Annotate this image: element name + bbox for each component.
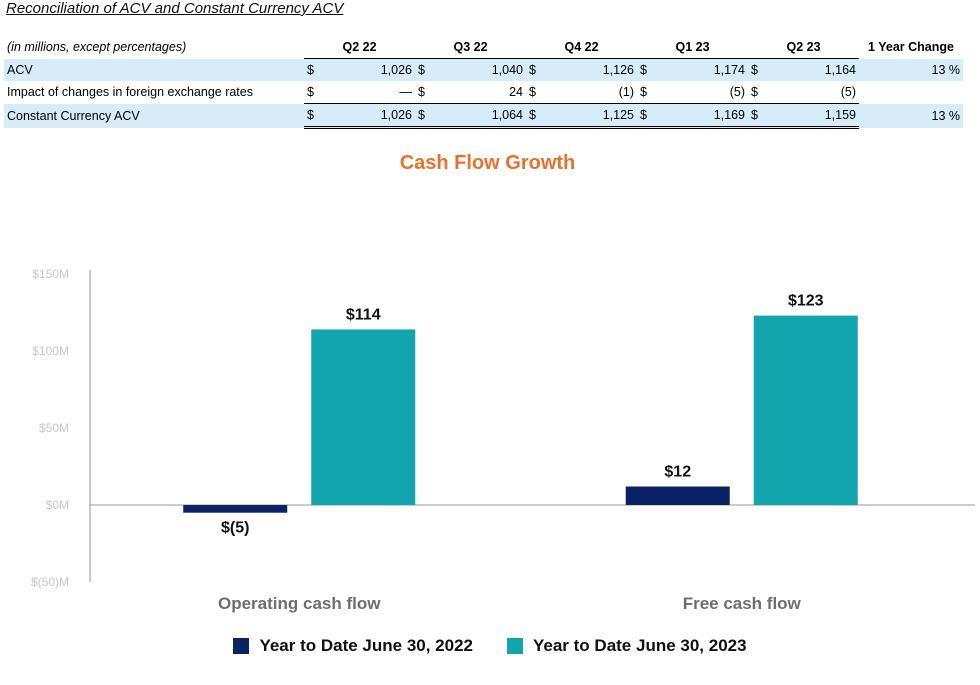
currency-symbol: $	[748, 58, 764, 81]
table-cell: (1)	[618, 85, 634, 99]
table-cell: 1,026	[320, 103, 415, 129]
bar	[625, 486, 730, 505]
table-row-fx-impact: Impact of changes in foreign exchange ra…	[4, 81, 963, 104]
data-label: $114	[346, 306, 381, 323]
currency-symbol: $	[415, 103, 431, 129]
row-label: ACV	[4, 58, 304, 81]
legend-item-2023: Year to Date June 30, 2023	[507, 636, 747, 656]
table-header-row: (in millions, except percentages) Q2 22 …	[4, 36, 963, 59]
table-cell: 1,174	[653, 58, 748, 81]
change-cell: 13 %	[859, 103, 963, 128]
currency-symbol: $	[304, 103, 320, 129]
table-row-acv: ACV $ 1,026 $ 1,040 $ 1,126 $ 1,174 $ 1,…	[4, 58, 963, 81]
y-tick-label: $50M	[39, 421, 69, 435]
legend-label-2022: Year to Date June 30, 2022	[259, 636, 473, 655]
table-cell: 1,164	[764, 58, 859, 81]
y-tick-label: $150M	[32, 267, 69, 281]
period-header: Q2 22	[304, 36, 415, 59]
currency-symbol: $	[640, 85, 647, 99]
chart-legend: Year to Date June 30, 2022 Year to Date …	[0, 636, 980, 656]
currency-symbol: $	[307, 85, 314, 99]
table-cell: 1,169	[653, 103, 748, 129]
data-label: $12	[664, 464, 691, 481]
legend-swatch-2022	[233, 638, 250, 654]
row-label: Constant Currency ACV	[4, 103, 304, 128]
currency-symbol: $	[418, 85, 425, 99]
x-category-label: Operating cash flow	[218, 594, 381, 613]
row-label: Impact of changes in foreign exchange ra…	[7, 85, 253, 100]
data-label: $(5)	[221, 520, 249, 537]
table-cell: —	[399, 85, 413, 99]
currency-symbol: $	[637, 103, 653, 129]
bar	[183, 505, 288, 513]
table-row-constant-currency-acv: Constant Currency ACV $ 1,026 $ 1,064 $ …	[4, 103, 963, 129]
legend-swatch-2023	[507, 638, 523, 654]
table-cell: 1,126	[542, 58, 637, 81]
table-cell: 1,040	[431, 58, 526, 81]
legend-label-2023: Year to Date June 30, 2023	[533, 636, 747, 655]
period-header: Q2 23	[748, 36, 859, 59]
table-cell: 1,064	[431, 103, 526, 129]
currency-symbol: $	[415, 58, 431, 81]
x-category-label: Free cash flow	[683, 594, 802, 613]
currency-symbol: $	[751, 85, 758, 99]
period-header: Q3 22	[415, 36, 526, 59]
bar	[753, 315, 858, 505]
table-cell: 1,159	[764, 103, 859, 129]
legend-item-2022: Year to Date June 30, 2022	[233, 636, 473, 656]
y-tick-label: $0M	[46, 498, 69, 512]
period-header: Q1 23	[637, 36, 748, 59]
currency-symbol: $	[526, 58, 542, 81]
table-cell: (5)	[729, 85, 745, 99]
bar	[311, 329, 416, 505]
table-cell: 1,026	[320, 58, 415, 81]
currency-symbol: $	[637, 58, 653, 81]
y-tick-label: $100M	[32, 344, 69, 358]
table-cell: (5)	[840, 85, 856, 99]
table-title: Reconciliation of ACV and Constant Curre…	[6, 0, 344, 17]
change-header: 1 Year Change	[868, 40, 954, 55]
currency-symbol: $	[748, 103, 764, 129]
currency-symbol: $	[304, 58, 320, 81]
change-cell: 13 %	[859, 58, 963, 81]
table-cell: 1,125	[542, 103, 637, 129]
period-header: Q4 22	[526, 36, 637, 59]
chart-title: Cash Flow Growth	[399, 152, 576, 174]
reconciliation-table: (in millions, except percentages) Q2 22 …	[4, 36, 963, 129]
data-label: $123	[788, 293, 824, 310]
units-label: (in millions, except percentages)	[7, 40, 187, 55]
table-cell: 24	[509, 85, 523, 99]
currency-symbol: $	[526, 103, 542, 129]
currency-symbol: $	[529, 85, 536, 99]
y-tick-label: $(50)M	[31, 575, 69, 589]
